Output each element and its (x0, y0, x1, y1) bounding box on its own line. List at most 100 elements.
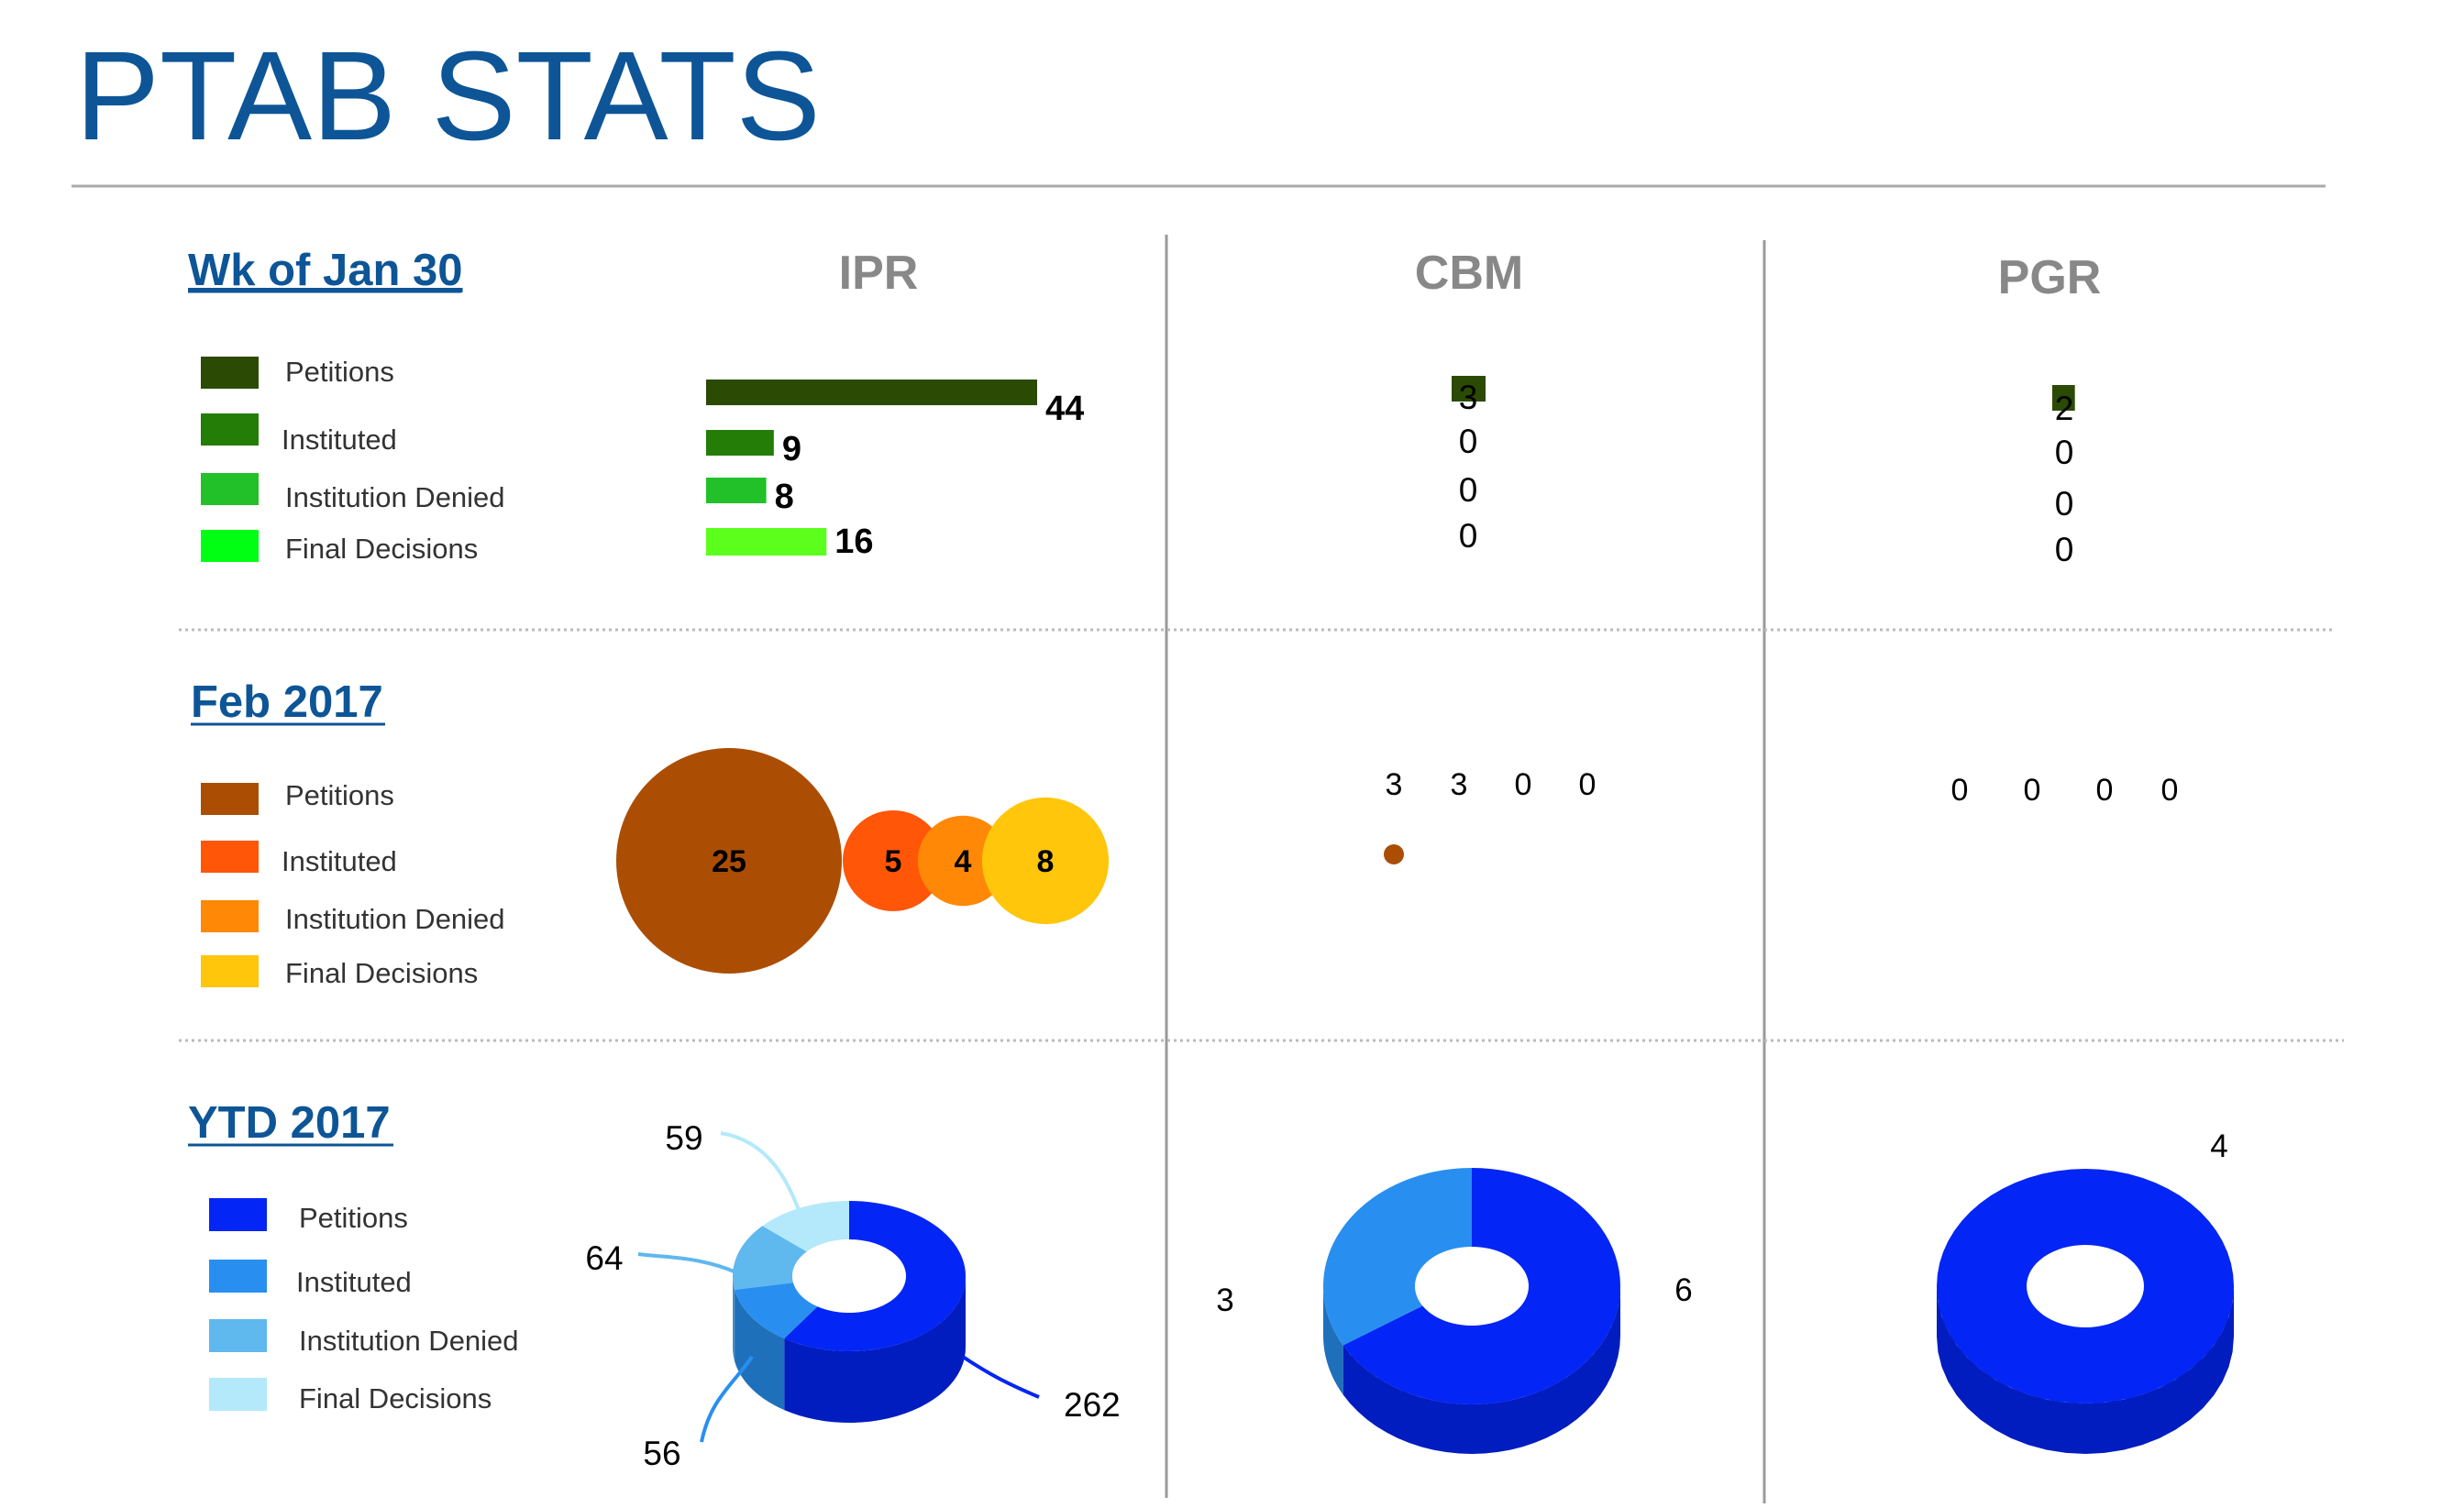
chart-month-cbm: 3 3 0 0 (1384, 767, 1596, 864)
bar-value-label: 9 (782, 430, 801, 468)
bar-value-label: 0 (2055, 531, 2074, 568)
bar-value-label: 0 (1459, 423, 1478, 460)
bar-petitions (2052, 385, 2075, 411)
bar-value-label: 44 (1045, 390, 1084, 428)
chart-ytd-cbm: 63 (1216, 1168, 1693, 1454)
column-header-cbm: CBM (1415, 247, 1523, 300)
legend-label-instituted: Instituted (282, 845, 397, 877)
legend-label-institution-denied: Institution Denied (299, 1325, 519, 1357)
slice-value-label: 56 (643, 1435, 680, 1472)
donut-slice-instituted (735, 1282, 818, 1339)
bubble-value-label: 3 (1451, 767, 1468, 802)
legend-label-instituted: Instituted (296, 1266, 412, 1298)
bubble-value-label: 0 (1951, 773, 1969, 808)
column-header-pgr: PGR (1998, 251, 2102, 304)
bubble-petitions (1384, 844, 1404, 864)
legend-swatch-institution-denied (201, 900, 259, 932)
bar-value-label: 16 (834, 523, 873, 561)
donut-slice-petitions (1342, 1168, 1620, 1404)
legend-label-petitions: Petitions (299, 1202, 408, 1234)
legend-swatch-final-decisions (201, 530, 259, 562)
section-link-month[interactable]: Feb 2017 (191, 677, 383, 727)
donut-slice-petitions (784, 1201, 966, 1351)
legend-label-institution-denied: Institution Denied (285, 903, 505, 935)
legend-label-institution-denied: Institution Denied (285, 481, 505, 513)
legend-swatch-instituted (201, 413, 259, 446)
bar-value-label: 8 (775, 478, 794, 516)
donut-slice-final-decisions (762, 1201, 849, 1252)
donut-slice-petitions (1937, 1169, 2234, 1403)
bar-value-label: 2 (2055, 390, 2074, 427)
bubble-instituted (842, 809, 945, 912)
legend-swatch-instituted (209, 1260, 267, 1293)
legend-swatch-petitions (201, 357, 259, 389)
bubble-value-label: 0 (2024, 773, 2041, 808)
donut-side-petitions (1342, 1286, 1620, 1454)
legend-label-final-decisions: Final Decisions (299, 1382, 492, 1414)
slice-value-label: 64 (585, 1239, 623, 1277)
slice-value-label: 3 (1216, 1282, 1233, 1318)
legend-swatch-instituted (201, 841, 259, 873)
bubble-value-label: 0 (2096, 773, 2114, 808)
bubble-value-label: 0 (1579, 767, 1597, 802)
donut-side-petitions (784, 1274, 966, 1423)
page-title: PTAB STATS (75, 26, 821, 167)
bar-petitions (706, 380, 1037, 405)
bar-value-label: 0 (2055, 485, 2074, 523)
section-link-week[interactable]: Wk of Jan 30 (188, 246, 463, 295)
bar-value-label: 3 (1459, 379, 1478, 416)
chart-week-ipr: 44 9 8 16 (706, 380, 1084, 561)
bubble-value-label: 0 (2161, 773, 2179, 808)
slice-value-label: 6 (1674, 1272, 1692, 1308)
legend-label-final-decisions: Final Decisions (285, 957, 478, 989)
leader-line-institution-denied (637, 1252, 737, 1274)
chart-week-cbm: 3 0 0 0 (1452, 376, 1486, 555)
section-link-ytd[interactable]: YTD 2017 (188, 1098, 391, 1148)
legend-swatch-institution-denied (201, 473, 259, 505)
bar-institution-denied (706, 478, 767, 503)
chart-ytd-ipr: 262 56 64 59 (585, 1119, 1120, 1472)
leader-line-instituted (700, 1355, 754, 1443)
donut-side-instituted (735, 1289, 785, 1411)
donut-side-institution-denied (733, 1275, 735, 1361)
bar-value-label: 0 (1459, 471, 1478, 509)
bar-final-decisions (706, 528, 827, 556)
slice-value-label: 262 (1064, 1386, 1121, 1424)
bar-instituted (706, 430, 774, 456)
bubble-value-label: 3 (1386, 767, 1403, 802)
slice-value-label: 59 (665, 1119, 702, 1157)
donut-side-instituted (1323, 1286, 1343, 1395)
bar-value-label: 0 (1459, 517, 1478, 555)
donut-hole (813, 1280, 885, 1313)
bubble-institution-denied (917, 815, 1009, 907)
bubble-value-label: 4 (955, 844, 972, 879)
legend-week: Petitions Instituted Institution Denied Fin… (201, 356, 505, 565)
bar-value-label: 0 (2055, 434, 2074, 471)
column-header-ipr: IPR (839, 247, 919, 300)
donut-slice-institution-denied (733, 1226, 807, 1290)
legend-month: Petitions Instituted Institution Denied Fin… (201, 779, 505, 989)
bubble-value-label: 5 (885, 844, 902, 879)
legend-swatch-institution-denied (209, 1319, 267, 1352)
chart-month-ipr: 25 5 4 8 (616, 748, 1110, 974)
legend-label-instituted: Instituted (282, 424, 397, 456)
legend-label-final-decisions: Final Decisions (285, 533, 478, 565)
legend-ytd: Petitions Instituted Institution Denied Fin… (209, 1198, 519, 1414)
legend-swatch-final-decisions (209, 1378, 267, 1411)
chart-month-pgr: 0 0 0 0 (1951, 773, 2179, 808)
donut-hole (1436, 1290, 1508, 1326)
donut-hole (2049, 1290, 2122, 1327)
slice-value-label: 4 (2210, 1128, 2227, 1164)
bubble-value-label: 25 (712, 844, 746, 879)
bar-petitions (1452, 376, 1486, 402)
legend-label-petitions: Petitions (285, 356, 394, 388)
bubble-petitions (616, 748, 842, 974)
leader-line-petitions (961, 1355, 1040, 1399)
chart-ytd-pgr: 4 (1937, 1128, 2234, 1454)
donut-side-petitions (1937, 1286, 2234, 1454)
legend-swatch-petitions (209, 1198, 267, 1231)
bubble-value-label: 0 (1515, 767, 1532, 802)
